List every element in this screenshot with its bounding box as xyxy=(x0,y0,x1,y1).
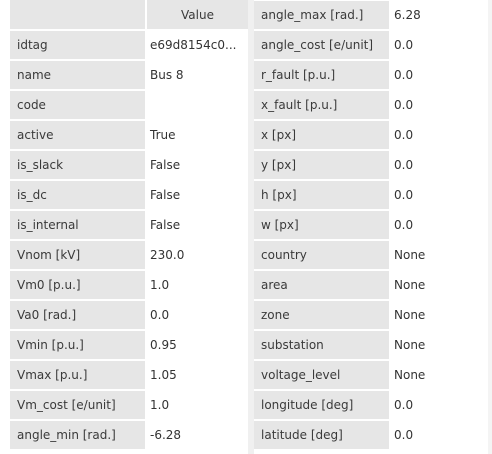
property-name: voltage_level xyxy=(254,361,391,389)
property-value[interactable]: 1.05 xyxy=(147,361,248,389)
property-value[interactable]: None xyxy=(391,361,488,389)
properties-table-right: angle_max [rad.] 6.28 angle_cost [e/unit… xyxy=(254,0,488,454)
property-name: x_fault [p.u.] xyxy=(254,91,391,119)
property-value[interactable]: 0.0 xyxy=(391,211,488,239)
table-row: code xyxy=(10,91,248,119)
property-value[interactable]: False xyxy=(147,181,248,209)
table-row: w [px] 0.0 xyxy=(254,211,488,239)
property-name: latitude [deg] xyxy=(254,421,391,449)
property-value[interactable]: 0.0 xyxy=(391,31,488,59)
property-name: zone xyxy=(254,301,391,329)
property-name: country xyxy=(254,241,391,269)
property-name: is_slack xyxy=(10,151,147,179)
property-value[interactable]: 6.28 xyxy=(391,1,488,29)
table-row: is_slack False xyxy=(10,151,248,179)
properties-table-left: Value idtag e69d8154c0... name Bus 8 cod… xyxy=(10,0,248,454)
table-header: Value xyxy=(10,0,248,29)
property-value[interactable]: True xyxy=(147,121,248,149)
table-row: Vmax [p.u.] 1.05 xyxy=(10,361,248,389)
property-value[interactable]: 0.0 xyxy=(391,91,488,119)
table-row: substation None xyxy=(254,331,488,359)
table-row: Va0 [rad.] 0.0 xyxy=(10,301,248,329)
property-value[interactable]: 0.0 xyxy=(391,121,488,149)
property-name: y [px] xyxy=(254,151,391,179)
property-value[interactable]: e69d8154c0... xyxy=(147,31,248,59)
table-row: y [px] 0.0 xyxy=(254,151,488,179)
table-row: is_dc False xyxy=(10,181,248,209)
table-row: area None xyxy=(254,271,488,299)
table-row: active True xyxy=(10,121,248,149)
property-value[interactable]: 1.0 xyxy=(147,391,248,419)
property-name: idtag xyxy=(10,31,147,59)
table-row: name Bus 8 xyxy=(10,61,248,89)
property-value[interactable]: None xyxy=(391,271,488,299)
table-row: voltage_level None xyxy=(254,361,488,389)
property-value[interactable]: None xyxy=(391,331,488,359)
property-name: active xyxy=(10,121,147,149)
scrollbar-track[interactable] xyxy=(488,0,492,454)
table-row: x_fault [p.u.] 0.0 xyxy=(254,91,488,119)
property-name: angle_max [rad.] xyxy=(254,1,391,29)
property-value[interactable]: 0.0 xyxy=(391,181,488,209)
table-row: longitude [deg] 0.0 xyxy=(254,391,488,419)
property-name: area xyxy=(254,271,391,299)
table-row: country None xyxy=(254,241,488,269)
property-value[interactable]: False xyxy=(147,211,248,239)
property-value[interactable]: 0.0 xyxy=(391,61,488,89)
table-row: latitude [deg] 0.0 xyxy=(254,421,488,449)
property-value[interactable]: -6.28 xyxy=(147,421,248,449)
property-value[interactable]: None xyxy=(391,301,488,329)
table-row: h [px] 0.0 xyxy=(254,181,488,209)
property-name: code xyxy=(10,91,147,119)
property-value[interactable] xyxy=(147,91,248,119)
property-name: h [px] xyxy=(254,181,391,209)
property-name: angle_min [rad.] xyxy=(10,421,147,449)
table-row: Vm0 [p.u.] 1.0 xyxy=(10,271,248,299)
table-row: Vnom [kV] 230.0 xyxy=(10,241,248,269)
pane-divider xyxy=(248,0,254,454)
property-name: name xyxy=(10,61,147,89)
property-name: is_dc xyxy=(10,181,147,209)
property-value[interactable]: 1.0 xyxy=(147,271,248,299)
table-row: angle_max [rad.] 6.28 xyxy=(254,1,488,29)
property-name: Vmin [p.u.] xyxy=(10,331,147,359)
table-row: angle_cost [e/unit] 0.0 xyxy=(254,31,488,59)
property-name: Vmax [p.u.] xyxy=(10,361,147,389)
property-name: Vm_cost [e/unit] xyxy=(10,391,147,419)
property-value[interactable]: None xyxy=(391,241,488,269)
property-name: is_internal xyxy=(10,211,147,239)
property-name: r_fault [p.u.] xyxy=(254,61,391,89)
table-row: zone None xyxy=(254,301,488,329)
property-name: Vm0 [p.u.] xyxy=(10,271,147,299)
property-name: x [px] xyxy=(254,121,391,149)
property-name: angle_cost [e/unit] xyxy=(254,31,391,59)
property-value[interactable]: Bus 8 xyxy=(147,61,248,89)
table-row: idtag e69d8154c0... xyxy=(10,31,248,59)
property-name: Va0 [rad.] xyxy=(10,301,147,329)
property-name: w [px] xyxy=(254,211,391,239)
table-row: is_internal False xyxy=(10,211,248,239)
table-row: Vmin [p.u.] 0.95 xyxy=(10,331,248,359)
table-row: r_fault [p.u.] 0.0 xyxy=(254,61,488,89)
header-corner xyxy=(10,0,147,29)
property-name: substation xyxy=(254,331,391,359)
property-name: Vnom [kV] xyxy=(10,241,147,269)
table-row: x [px] 0.0 xyxy=(254,121,488,149)
property-value[interactable]: False xyxy=(147,151,248,179)
property-value[interactable]: 0.0 xyxy=(391,151,488,179)
table-row: angle_min [rad.] -6.28 xyxy=(10,421,248,449)
property-name: longitude [deg] xyxy=(254,391,391,419)
property-value[interactable]: 0.0 xyxy=(391,421,488,449)
property-value[interactable]: 0.0 xyxy=(147,301,248,329)
property-value[interactable]: 0.0 xyxy=(391,391,488,419)
property-value[interactable]: 230.0 xyxy=(147,241,248,269)
property-value[interactable]: 0.95 xyxy=(147,331,248,359)
table-row: Vm_cost [e/unit] 1.0 xyxy=(10,391,248,419)
value-column-header[interactable]: Value xyxy=(147,0,248,29)
